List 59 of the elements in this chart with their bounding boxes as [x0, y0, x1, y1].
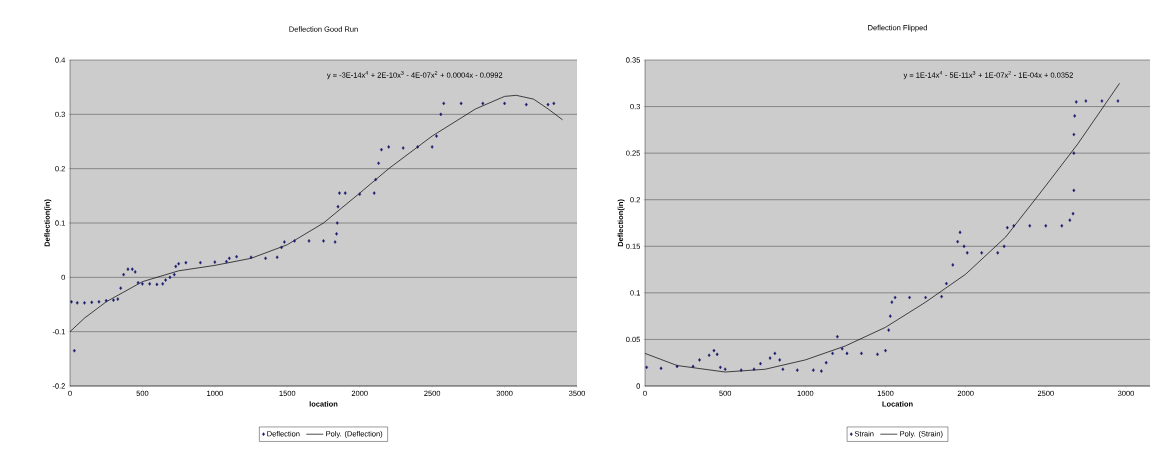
point [876, 352, 879, 357]
point [958, 230, 962, 235]
point [698, 358, 701, 362]
point [890, 300, 894, 304]
point [1084, 99, 1088, 103]
point [768, 356, 772, 360]
point [884, 348, 887, 353]
point [1073, 114, 1077, 118]
point [1012, 224, 1016, 228]
point [845, 351, 849, 356]
point [824, 360, 828, 365]
point [908, 295, 911, 300]
point [1116, 99, 1120, 103]
point [956, 239, 960, 244]
point [1044, 224, 1048, 228]
point [1060, 224, 1064, 228]
point [1074, 100, 1078, 104]
point [888, 314, 892, 318]
point [893, 295, 897, 300]
point [723, 367, 727, 372]
point [1002, 244, 1006, 249]
point [1028, 224, 1032, 228]
point [691, 364, 695, 369]
point [707, 353, 711, 358]
point [795, 368, 799, 372]
point [811, 368, 815, 372]
point [951, 263, 955, 267]
point [980, 251, 984, 255]
point [675, 364, 679, 369]
point [1071, 211, 1075, 216]
point [840, 346, 844, 351]
point [945, 281, 948, 286]
point [1100, 99, 1104, 103]
point [718, 365, 722, 370]
point [1072, 132, 1076, 137]
point [860, 351, 863, 356]
point [962, 244, 966, 249]
point [1068, 218, 1072, 222]
point [781, 367, 785, 372]
point [924, 295, 927, 300]
point [1072, 188, 1076, 193]
point [752, 367, 756, 372]
point [940, 294, 943, 299]
point [715, 352, 719, 357]
point [887, 328, 891, 332]
point [773, 351, 777, 356]
point [759, 361, 762, 366]
point [659, 366, 663, 371]
point [712, 348, 716, 353]
point [836, 334, 839, 339]
point [778, 358, 782, 362]
point [1072, 151, 1076, 155]
point [739, 368, 743, 372]
point [645, 365, 649, 370]
point [1005, 225, 1009, 230]
point [996, 251, 1000, 255]
point [819, 369, 823, 373]
point [965, 251, 969, 255]
point [831, 351, 834, 356]
